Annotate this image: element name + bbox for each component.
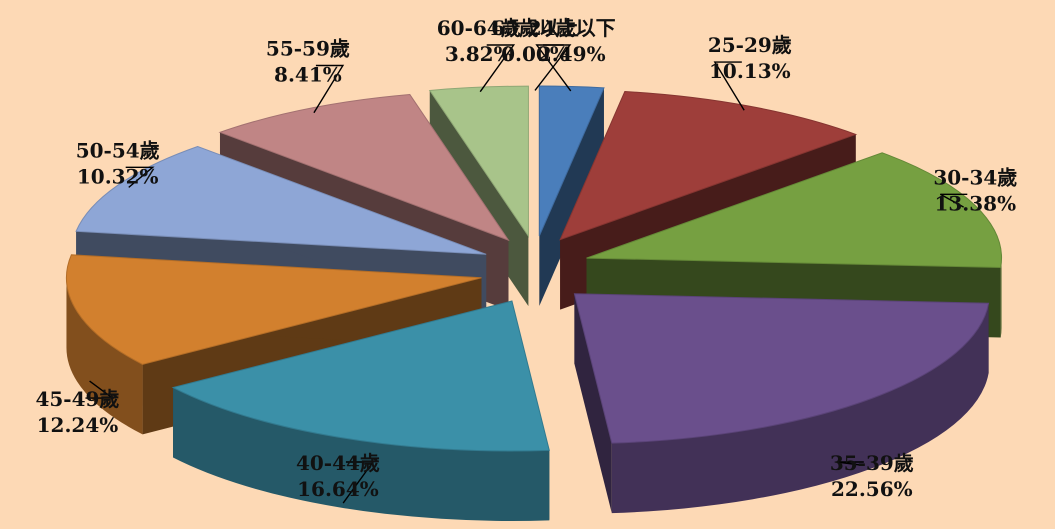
slice-category-label: 30-34歲 <box>933 165 1017 189</box>
slice-value-label: 10.32% <box>77 164 159 188</box>
slice-category-label: 65歲以上 <box>491 16 579 40</box>
pie-slice-top <box>559 90 858 241</box>
pie-slice <box>538 85 605 307</box>
pie-slice-side <box>611 303 989 514</box>
slice-value-label: 8.41% <box>274 62 342 86</box>
slice-value-label: 13.38% <box>934 191 1016 215</box>
leader-line <box>85 380 115 399</box>
slice-category-label: 40-44歲 <box>296 451 380 475</box>
pie-slice-top <box>171 300 550 452</box>
leader-line <box>836 461 864 466</box>
leader-line <box>713 61 745 111</box>
slice-category-label: 45-49歲 <box>35 387 119 411</box>
slice-value-label: 10.13% <box>709 59 791 83</box>
leader-line <box>313 64 345 114</box>
pie-slice-top <box>75 145 487 255</box>
leader-line <box>939 193 968 208</box>
pie-slice-top <box>538 85 605 237</box>
pie-slice-top <box>218 93 510 242</box>
pie-slice-wall <box>539 87 604 307</box>
pie-slice-side <box>173 387 550 521</box>
pie-slice-top <box>586 152 1002 269</box>
pie-tops <box>65 85 1002 521</box>
pie-slice-side <box>1000 258 1002 338</box>
leader-line <box>125 166 155 188</box>
slice-value-label: 22.56% <box>831 477 913 501</box>
pie-slice-wall <box>574 293 612 514</box>
slice-value-label: 12.24% <box>37 413 119 437</box>
slice-value-label: 16.64% <box>297 477 379 501</box>
slice-category-label: 50-54歲 <box>76 138 160 162</box>
slice-value-label: 3.82% <box>445 42 513 66</box>
pie-slice <box>586 152 1002 338</box>
slice-category-label: 24歲以下 <box>528 16 616 40</box>
slice-value-label: 0.00% <box>501 42 569 66</box>
slice-value-label: 2.49% <box>538 42 606 66</box>
leader-line <box>479 44 516 93</box>
slice-category-label: 55-59歲 <box>266 36 350 60</box>
pie-slice-top <box>573 293 990 444</box>
pie-slice-top <box>428 85 529 238</box>
leader-line <box>534 44 572 91</box>
slice-category-label: 25-29歲 <box>708 33 792 57</box>
slice-category-label: 60-64歲 <box>437 16 521 40</box>
pie-slice-side <box>66 277 143 435</box>
slice-category-label: 35-39歲 <box>830 451 914 475</box>
pie-slice-top <box>65 254 482 365</box>
pie-slice <box>573 293 990 514</box>
pie-slice <box>171 300 550 521</box>
leader-line <box>342 461 375 504</box>
